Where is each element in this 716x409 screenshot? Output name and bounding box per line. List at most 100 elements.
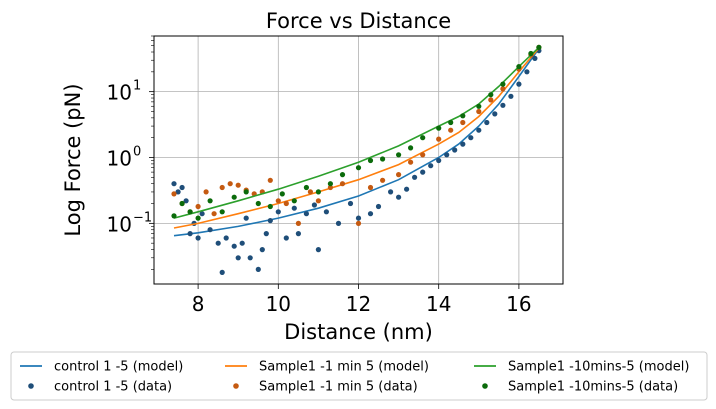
- data-point: [243, 189, 249, 195]
- y-tick-label: 10: [107, 212, 132, 236]
- data-point: [488, 97, 494, 103]
- data-point: [195, 235, 201, 241]
- data-point: [408, 159, 414, 165]
- legend-label: control 1 -5 (data): [54, 380, 172, 395]
- data-point: [500, 86, 506, 92]
- data-point: [283, 235, 289, 241]
- y-tick-exponent: 0: [133, 145, 141, 160]
- x-axis: 8 10 12 14 16: [192, 284, 532, 316]
- data-point: [215, 240, 221, 246]
- chart-title: Force vs Distance: [266, 9, 451, 33]
- x-tick-label: 12: [346, 292, 371, 316]
- data-point: [275, 198, 281, 204]
- data-point: [367, 184, 374, 191]
- legend-frame: [10, 351, 708, 401]
- data-point: [295, 220, 301, 226]
- x-tick-label: 16: [506, 292, 531, 316]
- x-tick-label: 14: [426, 292, 451, 316]
- data-point: [355, 165, 362, 171]
- data-point: [339, 181, 346, 187]
- data-point: [267, 177, 273, 183]
- data-point: [187, 231, 193, 237]
- data-point: [476, 103, 482, 109]
- data-point: [500, 102, 506, 108]
- data-point: [231, 243, 237, 249]
- legend-item: control 1 -5 (model): [20, 360, 183, 375]
- data-point: [355, 215, 362, 221]
- data-point: [367, 157, 374, 164]
- data-point: [536, 44, 542, 51]
- data-point: [195, 215, 201, 221]
- data-point: [420, 135, 426, 141]
- data-point: [492, 111, 498, 117]
- series-line: [173, 47, 540, 229]
- data-point: [303, 211, 309, 217]
- data-point: [460, 141, 466, 147]
- data-point: [408, 145, 414, 151]
- data-point: [267, 218, 273, 224]
- data-point: [279, 191, 285, 197]
- legend: control 1 -5 (model) control 1 -5 (data) S…: [10, 351, 708, 401]
- series-1: [171, 48, 542, 275]
- data-point: [375, 203, 382, 210]
- data-point: [380, 177, 386, 183]
- data-point: [436, 125, 442, 131]
- data-point: [339, 172, 346, 178]
- series-2: [173, 47, 540, 229]
- data-point: [380, 156, 386, 162]
- data-point: [199, 211, 205, 217]
- x-axis-title: Distance (nm): [284, 320, 433, 344]
- data-point: [219, 269, 225, 275]
- legend-label: Sample1 -10mins-5 (data): [508, 380, 678, 395]
- data-point: [412, 174, 418, 180]
- data-point: [315, 189, 321, 195]
- data-point: [303, 184, 309, 191]
- data-point: [267, 203, 273, 210]
- data-point: [388, 189, 394, 195]
- series-layer: [171, 44, 542, 275]
- data-point: [327, 181, 333, 187]
- data-point: [516, 81, 522, 87]
- data-point: [524, 69, 530, 75]
- data-point: [183, 198, 189, 204]
- data-point: [259, 247, 265, 253]
- data-point: [452, 147, 458, 153]
- data-point: [428, 163, 434, 169]
- data-point: [448, 127, 454, 133]
- data-point: [444, 152, 450, 158]
- legend-item: Sample1 -10mins-5 (data): [482, 380, 678, 395]
- y-tick-exponent: −1: [133, 210, 152, 225]
- data-point: [532, 55, 538, 62]
- data-point: [347, 200, 354, 207]
- legend-swatch-marker: [28, 383, 34, 389]
- data-point: [291, 205, 297, 211]
- data-point: [179, 184, 185, 191]
- data-point: [355, 220, 362, 226]
- data-point: [171, 191, 177, 197]
- data-point: [187, 209, 193, 215]
- legend-label: Sample1 -1 min 5 (model): [259, 360, 429, 375]
- x-tick-label: 8: [192, 292, 205, 316]
- data-point: [420, 169, 426, 175]
- data-point: [275, 209, 281, 215]
- data-point: [488, 92, 494, 98]
- data-point: [175, 189, 181, 195]
- data-point: [243, 215, 249, 221]
- data-point: [227, 181, 233, 187]
- y-tick-exponent: 1: [133, 79, 141, 94]
- data-point: [500, 81, 506, 87]
- data-point: [263, 231, 269, 237]
- data-point: [436, 136, 442, 142]
- data-point: [528, 50, 534, 57]
- legend-label: control 1 -5 (model): [54, 360, 183, 375]
- series-0: [173, 48, 540, 237]
- data-point: [211, 211, 217, 217]
- y-tick-label: 10: [107, 81, 132, 105]
- data-point: [396, 152, 402, 158]
- data-point: [255, 266, 261, 272]
- data-point: [291, 198, 297, 204]
- data-point: [404, 186, 410, 192]
- legend-item: Sample1 -1 min 5 (model): [225, 360, 429, 375]
